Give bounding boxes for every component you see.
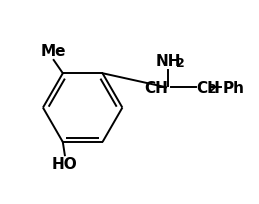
Text: NH: NH [155,54,181,69]
Text: 2: 2 [176,56,185,69]
Text: Me: Me [41,44,66,59]
Text: 2: 2 [208,82,217,95]
Text: CH: CH [197,80,221,95]
Text: CH: CH [144,80,168,95]
Text: Ph: Ph [222,80,244,95]
Text: HO: HO [52,156,78,171]
